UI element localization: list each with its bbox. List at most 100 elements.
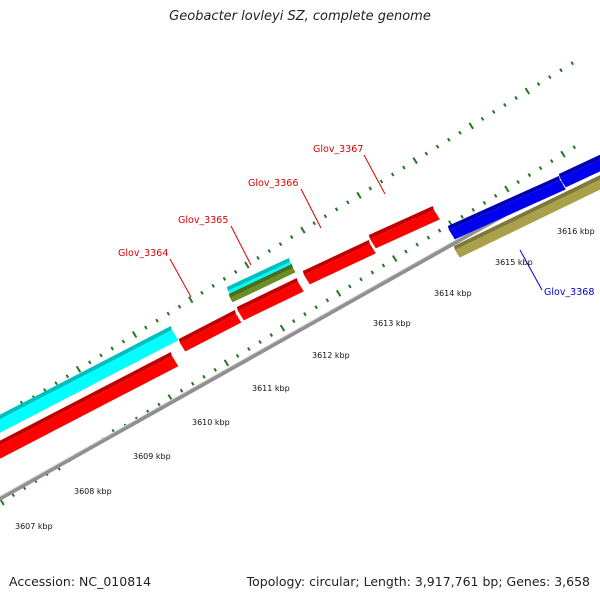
inner-tick-14	[157, 402, 161, 407]
inner-tick-17	[190, 381, 195, 386]
kbp-label-1: 3608 kbp	[74, 487, 112, 496]
kbp-label-3: 3610 kbp	[192, 418, 230, 427]
gene-bar-glov-3366-a-top	[236, 278, 298, 311]
gene-bar-glov-3366-b-top	[302, 240, 370, 275]
inner-tick-27	[303, 312, 307, 317]
outer-tick-35	[390, 172, 395, 177]
outer-tick-37	[412, 157, 418, 165]
outer-tick-27	[300, 226, 306, 234]
outer-tick-16	[177, 304, 182, 309]
outer-tick-30	[334, 207, 339, 212]
gene-bar-glov-3365-cyan-top	[226, 258, 290, 291]
outer-tick-49	[548, 75, 552, 80]
leader-line-1	[230, 225, 252, 266]
outer-tick-36	[402, 165, 406, 170]
kbp-label-2: 3609 kbp	[133, 452, 171, 461]
inner-tick-19	[213, 367, 217, 372]
inner-tick-50	[560, 150, 566, 158]
inner-tick-35	[392, 255, 398, 263]
inner-tick-23	[258, 339, 262, 345]
outer-tick-10	[110, 346, 114, 351]
gene-bar-blue-right-top	[558, 154, 600, 178]
outer-tick-15	[166, 311, 171, 316]
kbp-label-0: 3607 kbp	[15, 522, 53, 531]
feature-track	[0, 154, 600, 459]
outer-tick-7	[75, 365, 82, 373]
outer-tick-38	[424, 151, 429, 156]
inner-tick-18	[202, 374, 206, 379]
inner-tick-26	[291, 319, 296, 324]
outer-tick-29	[323, 214, 328, 219]
outer-tick-31	[346, 200, 350, 205]
gene-bar-glov-3367	[370, 210, 440, 249]
inner-tick-42	[471, 207, 476, 212]
outer-tick-14	[155, 318, 159, 323]
inner-tick-25	[279, 324, 286, 332]
gene-bar-glov-3368-blue-top	[447, 176, 560, 230]
inner-tick-1	[11, 493, 15, 498]
genome-summary-text: Topology: circular; Length: 3,917,761 bp…	[246, 574, 590, 589]
outer-tick-11	[121, 339, 126, 344]
accession-text: Accession: NC_010814	[9, 574, 152, 589]
outer-tick-24	[267, 249, 272, 254]
kbp-label-6: 3613 kbp	[373, 319, 411, 328]
inner-tick-43	[482, 200, 487, 205]
gene-label-0: Glov_3364	[118, 248, 168, 259]
outer-tick-39	[435, 144, 440, 149]
inner-tick-20	[223, 359, 230, 367]
kbp-label-track: 3607 kbp 3608 kbp 3609 kbp 3610 kbp 3611 kbp…	[15, 227, 595, 531]
outer-tick-5	[54, 381, 58, 386]
outer-tick-9	[99, 353, 103, 358]
outer-tick-track	[0, 61, 574, 421]
inner-tick-30	[335, 289, 342, 297]
outer-tick-40	[447, 137, 451, 142]
outer-tick-21	[233, 269, 238, 274]
inner-tick-36	[404, 249, 408, 254]
outer-tick-45	[503, 102, 507, 107]
inner-tick-41	[460, 214, 464, 219]
leader-line-3	[363, 154, 386, 195]
kbp-label-4: 3611 kbp	[252, 384, 290, 393]
outer-tick-48	[536, 82, 541, 87]
leader-line-4	[519, 249, 543, 291]
gene-label-2: Glov_3366	[248, 178, 298, 189]
outer-tick-33	[368, 186, 373, 191]
outer-tick-20	[222, 276, 227, 281]
inner-tick-49	[550, 159, 554, 164]
gene-bar-glov-3365-rna	[230, 268, 296, 303]
gene-bar-red-left	[0, 356, 179, 459]
inner-tick-32	[359, 277, 363, 282]
outer-tick-43	[480, 116, 485, 121]
outer-tick-25	[278, 242, 283, 247]
gene-bar-glov-3365-rna-top	[228, 264, 293, 298]
outer-tick-44	[491, 109, 496, 114]
outer-tick-19	[211, 283, 215, 288]
outer-tick-42	[468, 122, 474, 130]
gene-bar-glov-3367-top	[368, 206, 434, 239]
inner-tick-47	[527, 173, 532, 178]
gene-bar-glov-3366-a	[238, 282, 304, 321]
outer-tick-41	[458, 130, 462, 135]
inner-tick-16	[179, 388, 184, 393]
outer-tick-6	[65, 374, 70, 379]
inner-tick-22	[247, 346, 251, 351]
gene-bar-cyan-left	[0, 330, 179, 433]
gene-bar-glov-3368-olive	[455, 179, 600, 258]
outer-tick-17	[188, 296, 194, 304]
gene-bar-blue-right	[560, 159, 600, 188]
inner-tick-45	[504, 185, 510, 193]
inner-tick-46	[516, 179, 520, 185]
gene-bar-red-left-top	[0, 352, 172, 446]
outer-tick-22	[244, 261, 250, 269]
outer-tick-12	[131, 331, 138, 339]
gene-bar-cyan-left-top	[0, 326, 172, 420]
outer-tick-50	[559, 68, 563, 73]
inner-tick-28	[314, 305, 318, 310]
outer-tick-46	[514, 95, 518, 101]
kbp-label-7: 3614 kbp	[434, 289, 472, 298]
gene-label-3: Glov_3367	[313, 144, 363, 155]
gene-bar-glov-3364	[180, 314, 242, 352]
kbp-label-5: 3612 kbp	[312, 351, 350, 360]
inner-tick-34	[381, 263, 386, 268]
